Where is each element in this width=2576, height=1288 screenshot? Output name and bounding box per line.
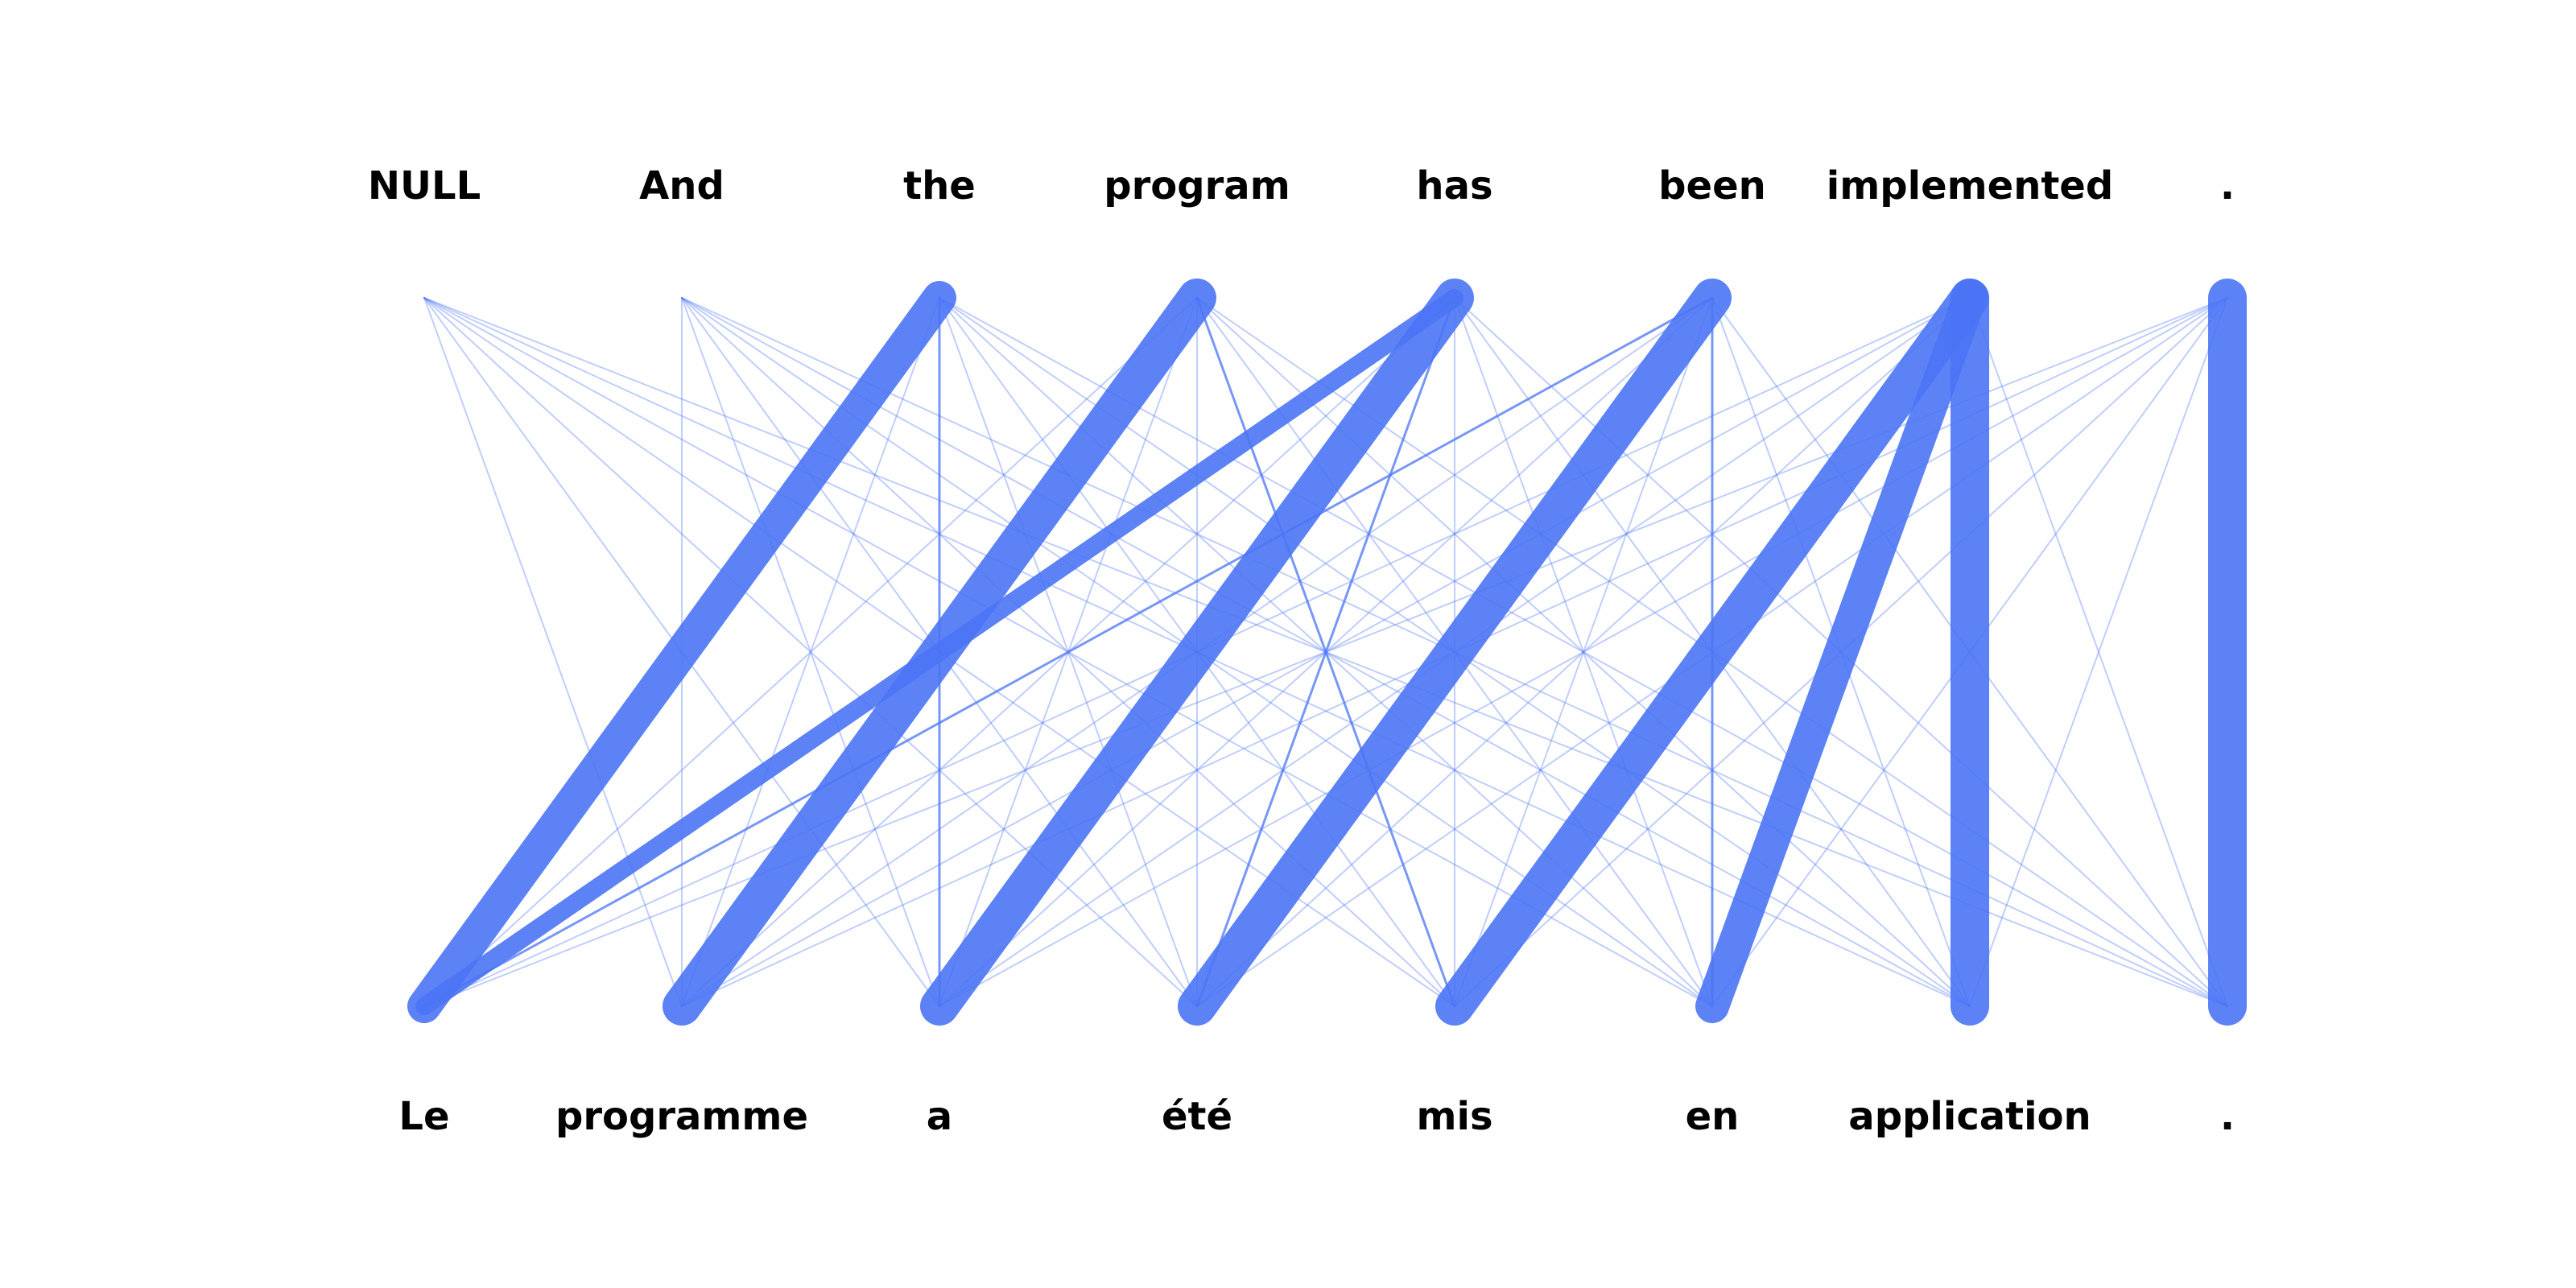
strong-link-4-0	[415, 289, 1463, 1015]
weak-link-0-3	[423, 297, 1198, 1007]
target-word-le: Le	[398, 1094, 449, 1139]
strong-link-6-4	[1435, 279, 1989, 1026]
weak-link-2-7	[939, 297, 2228, 1007]
weak-link-0-1	[423, 297, 683, 1007]
weak-link-1-2	[681, 297, 940, 1007]
source-word-period: .	[2220, 163, 2235, 208]
strong-alignment-links	[407, 279, 2247, 1026]
weak-link-5-4	[1454, 297, 1713, 1007]
strong-link-2-0	[407, 281, 956, 1023]
source-word-implemented: implemented	[1827, 163, 2113, 208]
source-word-has: has	[1416, 163, 1492, 208]
weak-link-2-1	[681, 297, 940, 1007]
weak-link-3-0	[423, 297, 1198, 1007]
weak-link-6-3	[1196, 297, 1971, 1007]
target-word-period: .	[2220, 1094, 2235, 1139]
source-sentence: NULL And the program has been implemente…	[368, 163, 2235, 208]
target-word-mis: mis	[1416, 1094, 1492, 1139]
weak-link-7-2	[939, 297, 2228, 1007]
strong-link-4-2	[920, 279, 1474, 1026]
target-word-programme: programme	[555, 1094, 808, 1139]
medium-link-5-0	[423, 296, 1714, 1008]
source-word-null: NULL	[368, 163, 481, 208]
strong-link-5-3	[1178, 279, 1732, 1026]
target-word-en: en	[1686, 1094, 1740, 1139]
source-word-program: program	[1104, 163, 1290, 208]
weak-link-6-7	[1969, 297, 2228, 1007]
target-word-a: a	[927, 1094, 952, 1139]
source-word-the: the	[903, 163, 976, 208]
target-word-application: application	[1848, 1094, 2091, 1139]
source-word-been: been	[1658, 163, 1766, 208]
medium-link-3-4	[1195, 296, 1456, 1008]
weak-link-7-6	[1969, 297, 2228, 1007]
weak-link-3-6	[1196, 297, 1971, 1007]
target-word-ete: été	[1162, 1094, 1232, 1139]
source-word-and: And	[639, 163, 724, 208]
strong-link-6-5	[1695, 281, 1987, 1023]
target-sentence: Le programme a été mis en application .	[398, 1094, 2235, 1139]
